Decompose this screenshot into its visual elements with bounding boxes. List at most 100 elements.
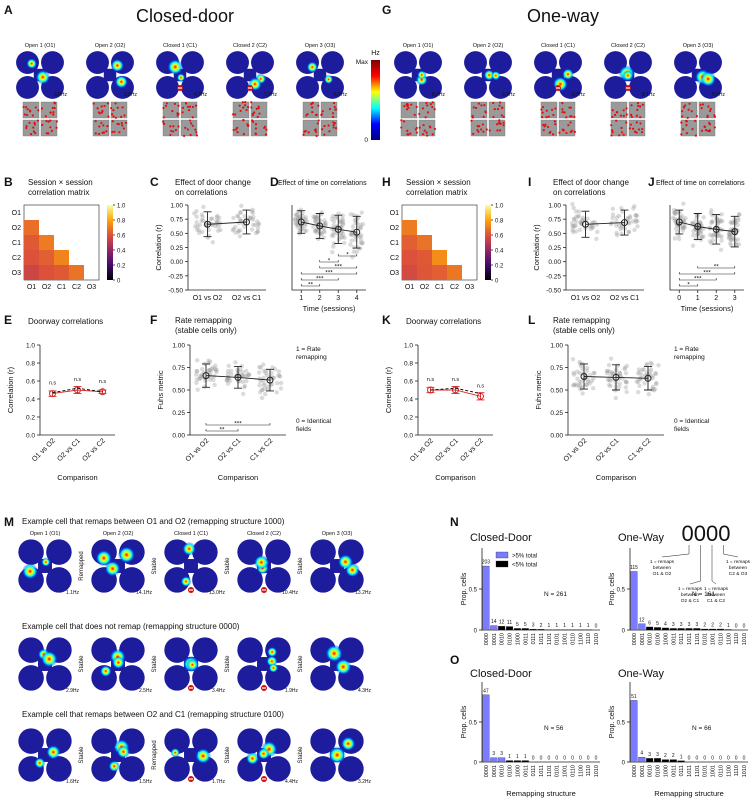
- arena-lobe: [16, 76, 39, 99]
- cloud-dot: [718, 219, 724, 224]
- rate-map: [296, 51, 344, 99]
- cloud-dot: [249, 209, 255, 214]
- y-tick-label: 0.75: [172, 365, 185, 372]
- spike: [569, 106, 572, 109]
- cloud-dot: [206, 367, 212, 373]
- count-label: 1: [547, 623, 550, 629]
- spike: [28, 121, 31, 124]
- cloud-dot: [675, 229, 680, 235]
- matrix-cell: [432, 265, 447, 280]
- cloud-dot: [270, 365, 275, 370]
- y-tick-label: 0.6: [26, 379, 35, 386]
- y-tick-label: 0.25: [172, 410, 185, 417]
- error-bar: [730, 215, 739, 248]
- x-tick-label: 4: [355, 295, 359, 302]
- count-label: 1: [571, 623, 574, 629]
- spike: [613, 113, 617, 116]
- code-note: 1 = remaps: [704, 586, 729, 592]
- spike-plot: [302, 101, 338, 137]
- trajectory: [558, 101, 576, 119]
- cloud-dot: [616, 213, 622, 219]
- spike: [45, 119, 48, 123]
- arena-lobe: [674, 76, 697, 99]
- spike: [183, 134, 186, 137]
- spike: [327, 124, 330, 127]
- cloud-dot: [216, 224, 221, 229]
- spike: [470, 119, 473, 122]
- cloud-dot: [626, 221, 632, 226]
- x-tick-label: 1101: [547, 633, 553, 645]
- cloud-dot: [610, 215, 615, 221]
- hot-spot: [35, 69, 51, 85]
- bar: [646, 626, 654, 631]
- spike: [111, 130, 114, 134]
- spike: [704, 129, 708, 132]
- cloud-dot: [295, 212, 300, 218]
- cloud-dot: [213, 224, 218, 229]
- cloud-dot: [323, 221, 328, 226]
- spike: [188, 119, 192, 122]
- bar: [701, 628, 709, 631]
- x-axis-label: Remapping structure: [506, 789, 576, 798]
- spike: [405, 108, 409, 111]
- arena-lobe: [394, 51, 417, 74]
- remap-label: Stable: [152, 655, 158, 673]
- y-tick-label: 0.50: [550, 388, 563, 395]
- hot-spot: [116, 745, 131, 759]
- spike: [680, 133, 683, 136]
- axis-line: [291, 205, 366, 291]
- y-tick-label: 0.25: [548, 245, 561, 252]
- spike: [501, 106, 504, 110]
- cloud-dot: [676, 236, 682, 242]
- mean-marker: [731, 228, 739, 236]
- hot-spot: [245, 751, 260, 765]
- bar: [646, 758, 654, 763]
- matrix-colorbar: [107, 205, 113, 280]
- cloud-dot: [636, 379, 641, 385]
- hot-spot: [323, 74, 334, 85]
- spike: [181, 111, 184, 114]
- spike: [709, 109, 712, 113]
- cloud-dot: [218, 227, 223, 233]
- session-label: Open 2 (O2): [473, 43, 504, 49]
- x-tick-label: 2: [714, 295, 718, 302]
- spike: [498, 120, 501, 124]
- spike: [620, 126, 623, 130]
- count-label: 12: [639, 617, 645, 623]
- cloud-dot: [616, 223, 622, 228]
- mean-marker: [712, 225, 720, 233]
- trajectory: [180, 119, 198, 137]
- cloud-dot: [348, 212, 354, 217]
- cloud-dot: [207, 377, 213, 382]
- rate-label: 1.7Hz: [212, 779, 226, 785]
- spike: [236, 131, 239, 134]
- count-label: 3: [695, 622, 698, 628]
- cloud-dot: [315, 213, 321, 218]
- arena-lobe: [164, 665, 190, 691]
- cloud-dot: [330, 213, 335, 219]
- panel-letter: J: [648, 175, 655, 189]
- y-tick-label: 1.0: [404, 343, 413, 350]
- panel-title: on correlations: [175, 188, 227, 197]
- cloud-dot: [719, 218, 725, 224]
- cloud-dot: [728, 243, 734, 248]
- y-tick-label: 1.00: [550, 343, 563, 350]
- cloud-dot: [349, 238, 354, 243]
- cloud-dot: [584, 382, 589, 388]
- spike: [310, 102, 313, 106]
- spike: [553, 120, 556, 123]
- y-axis-label: Correlation (r): [532, 224, 541, 271]
- cloud-dot: [331, 219, 337, 224]
- error-bar: [334, 214, 343, 244]
- spike: [410, 103, 413, 106]
- cloud-dot: [577, 370, 582, 376]
- spike: [415, 105, 418, 109]
- spike: [244, 101, 247, 104]
- significance-label: ***: [234, 421, 242, 428]
- spike: [480, 104, 483, 107]
- spike: [406, 129, 409, 132]
- code-note: C2 & O3: [729, 571, 748, 577]
- chart-title: One-Way: [618, 668, 665, 680]
- cloud-dot: [584, 368, 590, 374]
- cloud-dot: [314, 215, 320, 220]
